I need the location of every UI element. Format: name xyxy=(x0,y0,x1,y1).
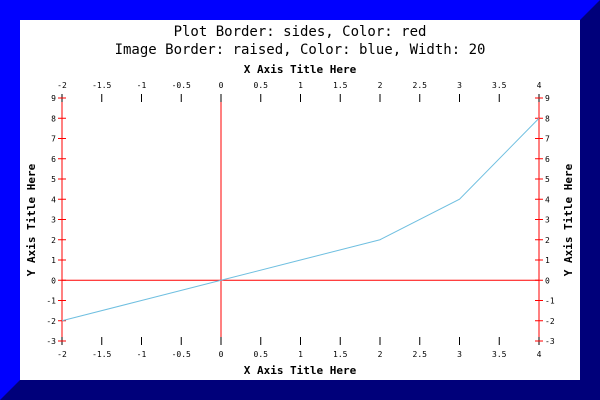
x-tick-label-top: 2.5 xyxy=(413,81,428,90)
x-tick-label-top: -1.5 xyxy=(92,81,111,90)
x-tick-label-top: 0.5 xyxy=(254,81,269,90)
y-tick-label-right: 1 xyxy=(545,256,550,265)
y-tick-label-left: 6 xyxy=(51,155,56,164)
y-tick-label-right: -3 xyxy=(545,337,555,346)
x-tick-label-bottom: 1 xyxy=(298,350,303,359)
x-tick-label-bottom: -2 xyxy=(57,350,67,359)
x-tick-label-top: -2 xyxy=(57,81,67,90)
x-tick-label-top: -0.5 xyxy=(172,81,191,90)
x-tick-label-top: 2 xyxy=(378,81,383,90)
x-tick-label-bottom: 4 xyxy=(537,350,542,359)
y-tick-label-right: 8 xyxy=(545,114,550,123)
y-tick-label-left: 5 xyxy=(51,175,56,184)
y-tick-label-left: 4 xyxy=(51,195,56,204)
x-axis-title-top: X Axis Title Here xyxy=(244,63,357,76)
y-tick-label-left: -2 xyxy=(46,317,56,326)
x-tick-label-bottom: 3 xyxy=(457,350,462,359)
y-tick-label-left: -1 xyxy=(46,297,56,306)
y-tick-label-left: -3 xyxy=(46,337,56,346)
x-tick-label-bottom: -1.5 xyxy=(92,350,111,359)
y-tick-label-left: 8 xyxy=(51,114,56,123)
y-axis-title-right: Y Axis Title Here xyxy=(562,163,575,276)
series-line xyxy=(61,117,540,322)
y-tick-label-right: 4 xyxy=(545,195,550,204)
x-tick-label-top: 4 xyxy=(537,81,542,90)
y-tick-label-left: 7 xyxy=(51,135,56,144)
y-tick-label-left: 9 xyxy=(51,94,56,103)
x-tick-label-top: 3.5 xyxy=(492,81,507,90)
y-tick-label-right: 3 xyxy=(545,216,550,225)
y-tick-label-left: 1 xyxy=(51,256,56,265)
x-tick-label-bottom: 3.5 xyxy=(492,350,507,359)
y-tick-label-right: -2 xyxy=(545,317,555,326)
y-tick-label-right: 2 xyxy=(545,236,550,245)
x-tick-label-bottom: 1.5 xyxy=(333,350,348,359)
y-tick-label-left: 2 xyxy=(51,236,56,245)
x-tick-label-top: 1 xyxy=(298,81,303,90)
y-tick-label-right: -1 xyxy=(545,297,555,306)
x-tick-label-top: 3 xyxy=(457,81,462,90)
x-tick-label-bottom: -1 xyxy=(137,350,147,359)
y-tick-label-right: 9 xyxy=(545,94,550,103)
x-tick-label-bottom: 0 xyxy=(219,350,224,359)
y-tick-label-left: 3 xyxy=(51,216,56,225)
x-tick-label-bottom: 0.5 xyxy=(254,350,269,359)
x-tick-label-bottom: 2.5 xyxy=(413,350,428,359)
y-tick-label-right: 0 xyxy=(545,276,550,285)
x-tick-label-top: 0 xyxy=(219,81,224,90)
x-tick-label-bottom: 2 xyxy=(378,350,383,359)
x-tick-label-top: -1 xyxy=(137,81,147,90)
chart-subtitle: Image Border: raised, Color: blue, Width… xyxy=(115,42,486,58)
chart-title: Plot Border: sides, Color: red xyxy=(174,24,427,40)
x-tick-label-top: 1.5 xyxy=(333,81,348,90)
y-tick-label-right: 5 xyxy=(545,175,550,184)
y-tick-label-right: 6 xyxy=(545,155,550,164)
plot-area: -2 -2 -1.5 -1.5 -1 -1 -0.5 -0.5 0 0 0.5 0.5 1 1 1.5 1.5… xyxy=(46,81,554,359)
y-axis-title-left: Y Axis Title Here xyxy=(25,163,38,276)
y-tick-label-left: 0 xyxy=(51,276,56,285)
x-axis-title-bottom: X Axis Title Here xyxy=(244,364,357,377)
x-tick-label-bottom: -0.5 xyxy=(172,350,191,359)
y-tick-label-right: 7 xyxy=(545,135,550,144)
